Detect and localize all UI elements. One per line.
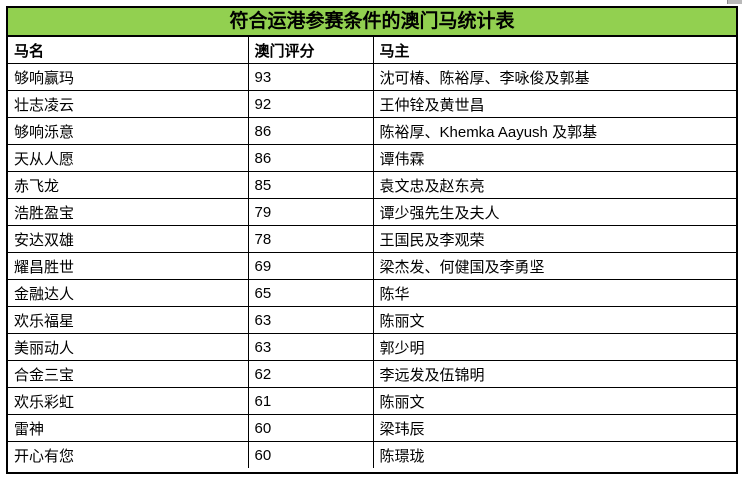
rating-cell[interactable]: 63 — [247, 306, 374, 334]
owner-cell[interactable]: 沈可椿、陈裕厚、李咏俊及郭基 — [372, 63, 736, 91]
table-row: 开心有您 60 陈璟珑 — [8, 441, 736, 468]
column-header-macau-rating[interactable]: 澳门评分 — [247, 37, 374, 64]
owner-cell[interactable]: 袁文忠及赵东亮 — [372, 171, 736, 199]
rating-cell[interactable]: 78 — [247, 225, 374, 253]
table-row: 欢乐福星 63 陈丽文 — [8, 306, 736, 334]
rating-cell[interactable]: 85 — [247, 171, 374, 199]
header-row: 马名 澳门评分 马主 — [8, 37, 736, 64]
horse-name-cell[interactable]: 欢乐福星 — [8, 306, 249, 334]
horse-name-cell[interactable]: 雷神 — [8, 414, 249, 442]
rating-cell[interactable]: 60 — [247, 414, 374, 442]
table-row: 赤飞龙 85 袁文忠及赵东亮 — [8, 171, 736, 199]
rating-cell[interactable]: 63 — [247, 333, 374, 361]
owner-cell[interactable]: 陈璟珑 — [372, 441, 736, 468]
owner-cell[interactable]: 郭少明 — [372, 333, 736, 361]
horse-name-cell[interactable]: 浩胜盈宝 — [8, 198, 249, 226]
owner-cell[interactable]: 李远发及伍锦明 — [372, 360, 736, 388]
rating-cell[interactable]: 79 — [247, 198, 374, 226]
horse-name-cell[interactable]: 耀昌胜世 — [8, 252, 249, 280]
owner-cell[interactable]: 王仲铨及黄世昌 — [372, 90, 736, 118]
horse-name-cell[interactable]: 合金三宝 — [8, 360, 249, 388]
owner-cell[interactable]: 梁杰发、何健国及李勇坚 — [372, 252, 736, 280]
table-row: 安达双雄 78 王国民及李观荣 — [8, 225, 736, 253]
rating-cell[interactable]: 61 — [247, 387, 374, 415]
macau-horse-stats-table: 符合运港参赛条件的澳门马统计表 马名 澳门评分 马主 够响赢玛 93 沈可椿、陈裕厚、李… — [6, 6, 738, 474]
horse-name-cell[interactable]: 赤飞龙 — [8, 171, 249, 199]
owner-cell[interactable]: 梁玮辰 — [372, 414, 736, 442]
horse-name-cell[interactable]: 够响泺意 — [8, 117, 249, 145]
owner-cell[interactable]: 陈裕厚、Khemka Aayush 及郭基 — [372, 117, 736, 145]
rating-cell[interactable]: 65 — [247, 279, 374, 307]
rating-cell[interactable]: 93 — [247, 63, 374, 91]
scrollbar-fragment[interactable] — [727, 0, 742, 4]
table-row: 美丽动人 63 郭少明 — [8, 333, 736, 361]
horse-name-cell[interactable]: 金融达人 — [8, 279, 249, 307]
owner-cell[interactable]: 谭伟霖 — [372, 144, 736, 172]
rating-cell[interactable]: 60 — [247, 441, 374, 468]
rating-cell[interactable]: 69 — [247, 252, 374, 280]
horse-name-cell[interactable]: 开心有您 — [8, 441, 249, 468]
horse-name-cell[interactable]: 够响赢玛 — [8, 63, 249, 91]
table-row: 天从人愿 86 谭伟霖 — [8, 144, 736, 172]
table-row: 雷神 60 梁玮辰 — [8, 414, 736, 442]
rating-cell[interactable]: 92 — [247, 90, 374, 118]
horse-name-cell[interactable]: 美丽动人 — [8, 333, 249, 361]
rating-cell[interactable]: 62 — [247, 360, 374, 388]
rating-cell[interactable]: 86 — [247, 117, 374, 145]
column-header-horse-name[interactable]: 马名 — [8, 37, 249, 64]
table-row: 壮志凌云 92 王仲铨及黄世昌 — [8, 90, 736, 118]
table-body: 够响赢玛 93 沈可椿、陈裕厚、李咏俊及郭基 壮志凌云 92 王仲铨及黄世昌 够响泺意 86 陈… — [8, 63, 736, 468]
table-row: 浩胜盈宝 79 谭少强先生及夫人 — [8, 198, 736, 226]
owner-cell[interactable]: 陈丽文 — [372, 306, 736, 334]
table-row: 合金三宝 62 李远发及伍锦明 — [8, 360, 736, 388]
horse-name-cell[interactable]: 安达双雄 — [8, 225, 249, 253]
owner-cell[interactable]: 陈华 — [372, 279, 736, 307]
horse-name-cell[interactable]: 欢乐彩虹 — [8, 387, 249, 415]
horse-name-cell[interactable]: 天从人愿 — [8, 144, 249, 172]
owner-cell[interactable]: 王国民及李观荣 — [372, 225, 736, 253]
table-row: 够响赢玛 93 沈可椿、陈裕厚、李咏俊及郭基 — [8, 63, 736, 91]
table-title[interactable]: 符合运港参赛条件的澳门马统计表 — [8, 8, 736, 37]
table-row: 耀昌胜世 69 梁杰发、何健国及李勇坚 — [8, 252, 736, 280]
owner-cell[interactable]: 陈丽文 — [372, 387, 736, 415]
table-row: 金融达人 65 陈华 — [8, 279, 736, 307]
column-header-owner[interactable]: 马主 — [372, 37, 736, 64]
owner-cell[interactable]: 谭少强先生及夫人 — [372, 198, 736, 226]
rating-cell[interactable]: 86 — [247, 144, 374, 172]
table-row: 够响泺意 86 陈裕厚、Khemka Aayush 及郭基 — [8, 117, 736, 145]
horse-name-cell[interactable]: 壮志凌云 — [8, 90, 249, 118]
data-table: 马名 澳门评分 马主 够响赢玛 93 沈可椿、陈裕厚、李咏俊及郭基 壮志凌云 92 王仲铨及黄… — [8, 37, 736, 468]
table-row: 欢乐彩虹 61 陈丽文 — [8, 387, 736, 415]
